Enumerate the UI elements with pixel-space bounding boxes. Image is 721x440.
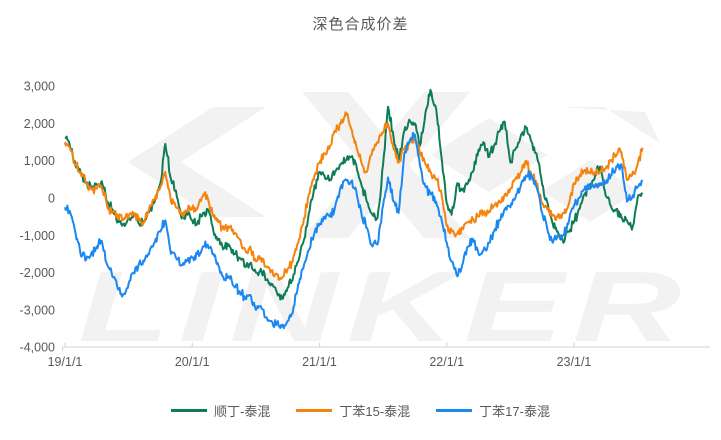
- x-tick-label: 19/1/1: [48, 355, 83, 369]
- legend-label: 丁苯17-泰混: [479, 404, 550, 419]
- legend-label: 顺丁-泰混: [214, 404, 271, 419]
- legend-label: 丁苯15-泰混: [339, 404, 411, 419]
- chart-title: 深色合成价差: [312, 16, 409, 33]
- series-lines: [64, 88, 644, 330]
- y-tick-label: 2,000: [24, 117, 55, 131]
- legend-item: 丁苯15-泰混: [296, 401, 410, 420]
- watermark-logo-icon: [128, 92, 660, 238]
- legend-item: 顺丁-泰混: [171, 401, 270, 420]
- legend-line-swatch: [296, 409, 333, 412]
- y-tick-label: -2,000: [20, 266, 55, 280]
- y-axis-labels: 3,000 2,000 1,000 0 -1,000 -2,000 -3,000 -4,000: [20, 80, 56, 355]
- legend-line-swatch: [171, 409, 208, 412]
- y-tick-label: -1,000: [20, 229, 55, 243]
- series-line-2: [64, 111, 644, 281]
- watermark-text: LINKER: [78, 251, 690, 363]
- y-tick-label: 0: [48, 192, 55, 206]
- y-tick-label: -4,000: [20, 341, 55, 355]
- x-tick-label: 22/1/1: [429, 355, 464, 369]
- series-line-3: [64, 131, 644, 330]
- legend: 顺丁-泰混 丁苯15-泰混 丁苯17-泰混: [0, 401, 721, 420]
- y-tick-label: -3,000: [20, 303, 55, 317]
- y-tick-label: 3,000: [24, 80, 55, 94]
- x-axis-ticks: [64, 342, 575, 348]
- legend-item: 丁苯17-泰混: [436, 401, 550, 420]
- x-axis-labels: 19/1/1 20/1/1 21/1/1 22/1/1 23/1/1: [48, 355, 592, 369]
- series-line-1: [64, 88, 644, 301]
- x-tick-label: 20/1/1: [175, 355, 210, 369]
- x-tick-label: 23/1/1: [557, 355, 592, 369]
- x-axis: [61, 346, 710, 352]
- y-tick-label: 1,000: [24, 154, 55, 168]
- legend-line-swatch: [436, 409, 473, 412]
- x-tick-label: 21/1/1: [302, 355, 337, 369]
